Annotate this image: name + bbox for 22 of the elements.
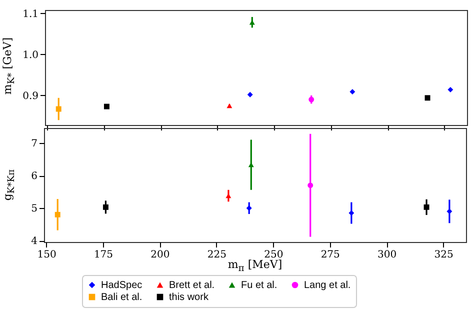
x-axis-title: m$_{π}$ [MeV]: [228, 258, 282, 274]
legend-label: Bali et al.: [101, 292, 142, 303]
y-tick-label: 1.0: [22, 50, 38, 61]
legend-label: Lang et al.: [304, 280, 351, 291]
legend-label: HadSpec: [101, 280, 142, 291]
legend-label: Fu et al.: [241, 280, 278, 291]
legend-label: Brett et al.: [169, 280, 215, 291]
y-tick-label: 4: [31, 236, 38, 248]
x-tick-label: 225: [207, 250, 226, 260]
y-tick-label: 5: [31, 204, 38, 215]
x-tick-label: 175: [94, 250, 114, 260]
x-tick-label: 150: [37, 250, 56, 260]
y-tick-label: 7: [31, 138, 38, 150]
x-tick-label: 250: [264, 250, 284, 260]
legend-label: this work: [169, 292, 210, 303]
y-tick-label: 0.9: [22, 90, 38, 102]
x-tick-label: 275: [320, 250, 340, 260]
x-tick-label: 325: [434, 250, 454, 260]
x-tick-label: 200: [150, 250, 170, 260]
y-tick-label: 6: [31, 171, 38, 182]
x-tick-label: 300: [378, 250, 397, 260]
y-tick-label: 1.1: [22, 8, 38, 20]
